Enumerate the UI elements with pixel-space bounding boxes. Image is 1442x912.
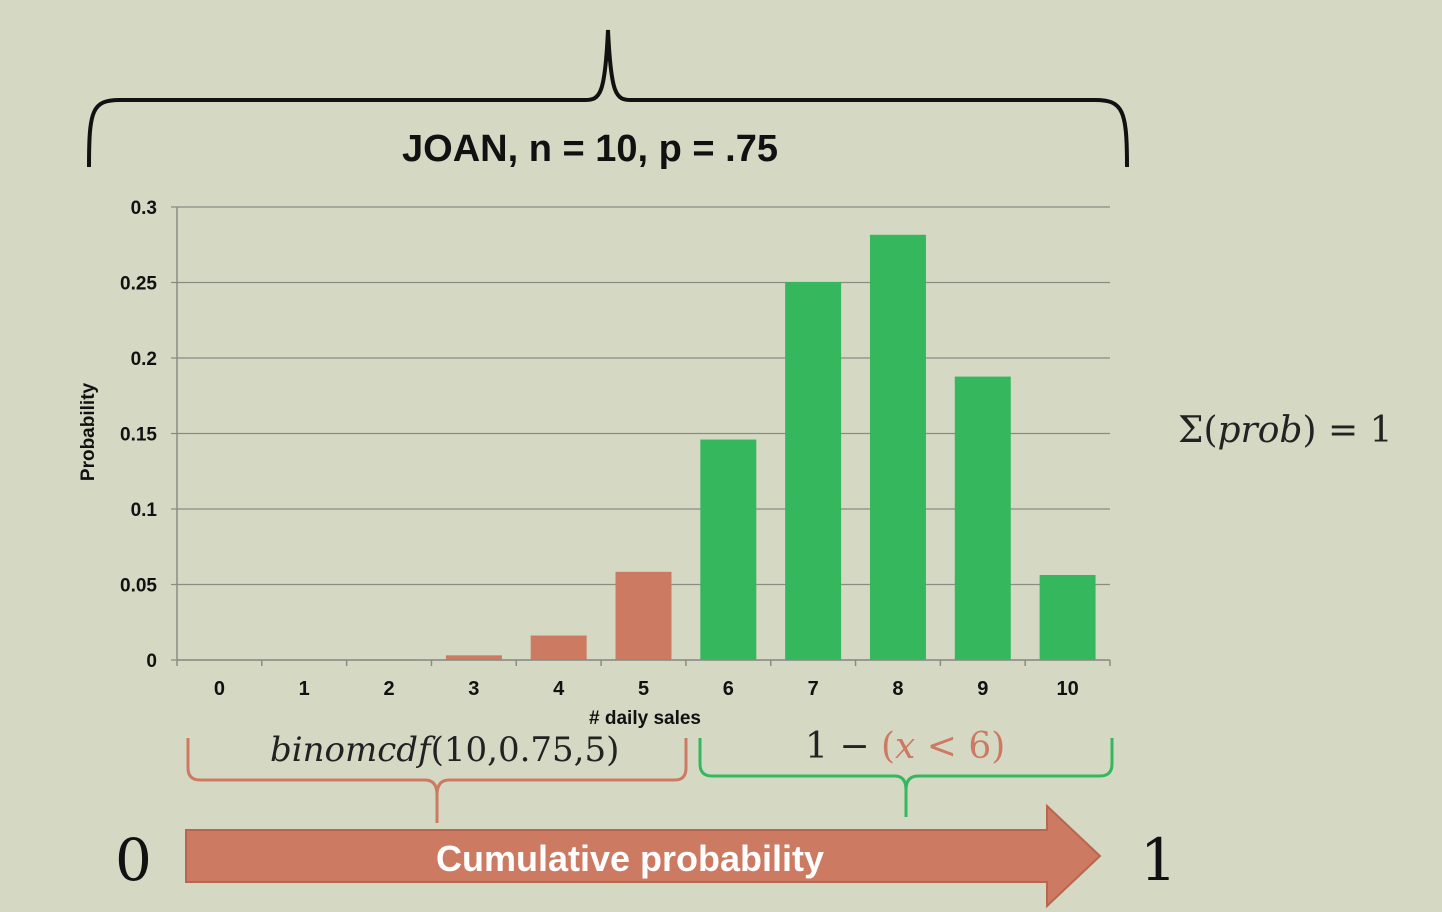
- y-tick-label: 0.25: [120, 274, 157, 295]
- x-tick-label: 3: [468, 678, 479, 700]
- binomcdf-args: (10,0.75,5): [430, 730, 620, 770]
- y-tick-label: 0.2: [131, 349, 157, 370]
- sum-var: prob: [1217, 410, 1303, 451]
- x-tick-label: 6: [723, 678, 734, 700]
- binomcdf-formula: binomcdf(10,0.75,5): [270, 730, 619, 770]
- green-bracket: [698, 738, 1114, 817]
- complement-prefix: 1 −: [805, 726, 881, 767]
- arrow-label: Cumulative probability: [435, 838, 825, 879]
- x-tick-label: 1: [299, 678, 310, 700]
- x-tick-label: 2: [383, 678, 394, 700]
- sum-prefix: Σ(: [1178, 410, 1218, 451]
- cumulative-arrow: [185, 803, 1102, 909]
- complement-var: x: [895, 726, 916, 767]
- x-tick-label: 4: [553, 678, 565, 700]
- arrow-start-label: 0: [115, 826, 152, 894]
- x-axis-label: # daily sales: [589, 708, 701, 729]
- bar-3: [445, 655, 502, 660]
- y-axis-label: Probability: [78, 382, 99, 482]
- y-tick-label: 0: [146, 651, 157, 672]
- x-tick-label: 7: [808, 678, 819, 700]
- bar-7: [785, 282, 842, 660]
- bar-10: [1039, 574, 1096, 660]
- x-tick-label: 0: [214, 678, 225, 700]
- y-tick-label: 0.15: [120, 425, 157, 446]
- bar-4: [530, 635, 587, 660]
- axis-layer: 0 0.05 0.1 0.15 0.2 0.25 0.3 0 1 2 3 4 5 6 7 8 9 10: [120, 198, 1111, 700]
- bar-5: [615, 571, 672, 660]
- y-tick-label: 0.1: [131, 500, 158, 521]
- top-brace: [87, 29, 1129, 168]
- bars-layer: [191, 234, 1096, 660]
- complement-open: (: [880, 726, 896, 767]
- x-tick-label: 8: [892, 678, 903, 700]
- red-bracket: [186, 738, 688, 823]
- y-tick-label: 0.3: [131, 198, 157, 219]
- sum-formula: Σ(prob) = 1: [1178, 410, 1392, 451]
- x-tick-label: 9: [977, 678, 988, 700]
- x-tick-label: 10: [1056, 678, 1078, 700]
- bar-8: [869, 234, 926, 660]
- bar-9: [954, 376, 1011, 660]
- binomcdf-fn: binomcdf: [270, 730, 431, 770]
- chart-title: JOAN, n = 10, p = .75: [402, 128, 778, 170]
- complement-rest: < 6): [915, 726, 1006, 767]
- sum-suffix: ) = 1: [1302, 410, 1393, 451]
- bar-6: [700, 439, 757, 660]
- y-tick-label: 0.05: [120, 576, 157, 597]
- x-tick-label: 5: [638, 678, 649, 700]
- complement-formula: 1 − (x < 6): [805, 726, 1005, 767]
- arrow-end-label: 1: [1140, 826, 1177, 894]
